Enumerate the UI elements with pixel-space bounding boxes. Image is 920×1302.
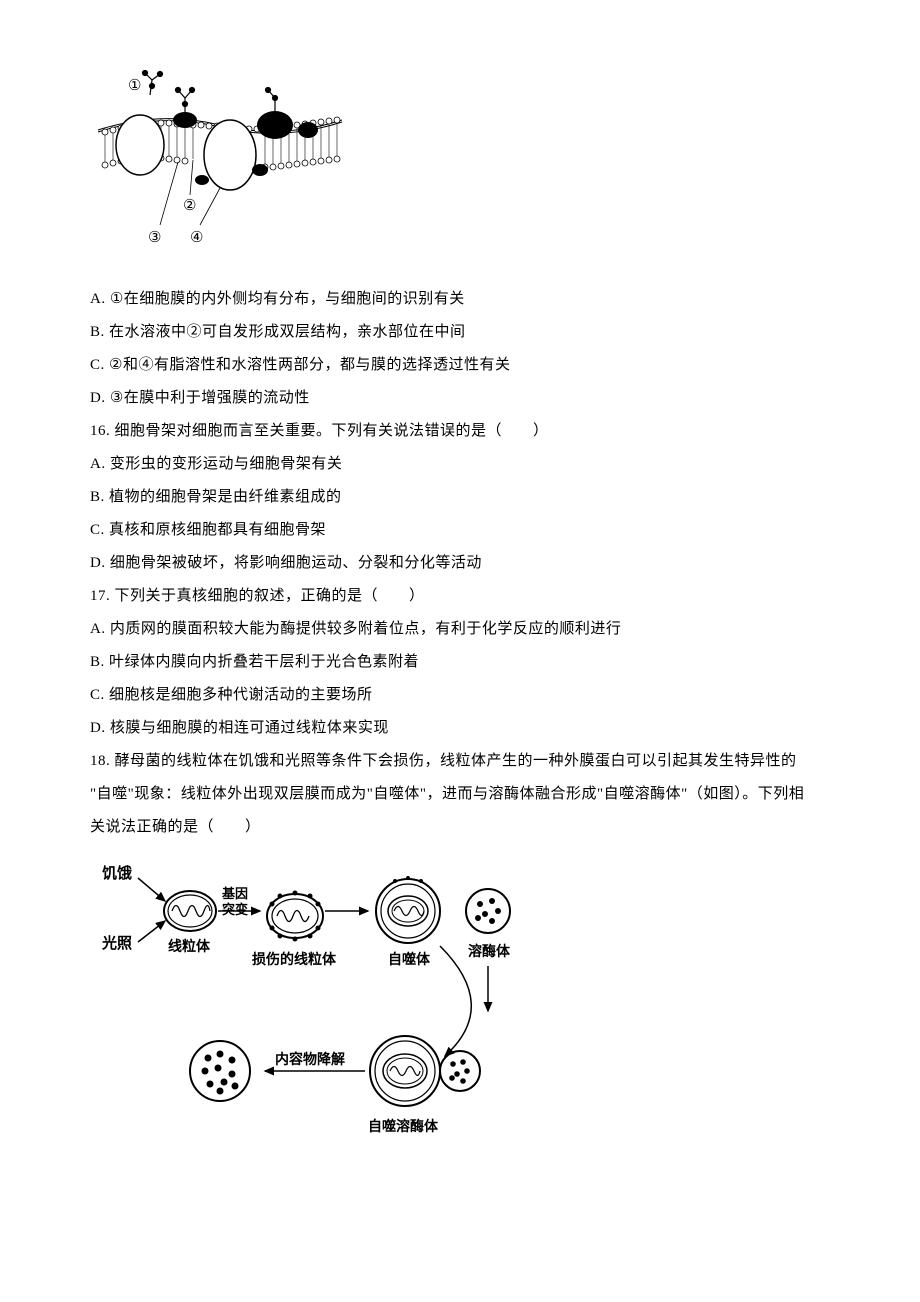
q17-option-d: D. 核膜与细胞膜的相连可通过线粒体来实现 <box>90 712 830 745</box>
fig2-lysosome: 溶酶体 <box>468 943 511 960</box>
q17-option-c: C. 细胞核是细胞多种代谢活动的主要场所 <box>90 679 830 712</box>
autophagy-figure: 饥饿 光照 线粒体 基因 突变 损伤的线粒体 自噬体 <box>100 856 530 1166</box>
fig2-light: 光照 <box>101 934 132 952</box>
q16-option-b: B. 植物的细胞骨架是由纤维素组成的 <box>90 481 830 514</box>
q17-option-a: A. 内质网的膜面积较大能为酶提供较多附着位点，有利于化学反应的顺利进行 <box>90 613 830 646</box>
q17-stem: 17. 下列关于真核细胞的叙述，正确的是（ ） <box>90 580 830 613</box>
q16-option-d: D. 细胞骨架被破坏，将影响细胞运动、分裂和分化等活动 <box>90 547 830 580</box>
q15-option-c: C. ②和④有脂溶性和水溶性两部分，都与膜的选择透过性有关 <box>90 349 830 382</box>
fig2-mut1: 基因 <box>221 886 248 901</box>
q18-stem-3: 关说法正确的是（ ） <box>90 811 830 844</box>
fig2-degrade: 内容物降解 <box>275 1051 345 1068</box>
fig2-hunger: 饥饿 <box>102 864 132 882</box>
fig1-label-2: ② <box>183 198 196 214</box>
q17-option-b: B. 叶绿体内膜向内折叠若干层利于光合色素附着 <box>90 646 830 679</box>
fig2-autophagosome: 自噬体 <box>388 951 431 968</box>
fig1-label-1: ① <box>128 78 141 94</box>
q15-option-b: B. 在水溶液中②可自发形成双层结构，亲水部位在中间 <box>90 316 830 349</box>
fig1-label-4: ④ <box>190 230 203 246</box>
q18-stem-2: "自噬"现象：线粒体外出现双层膜而成为"自噬体"，进而与溶酶体融合形成"自噬溶酶… <box>90 778 830 811</box>
q18-stem-1: 18. 酵母菌的线粒体在饥饿和光照等条件下会损伤，线粒体产生的一种外膜蛋白可以引… <box>90 745 830 778</box>
q16-option-c: C. 真核和原核细胞都具有细胞骨架 <box>90 514 830 547</box>
q16-stem: 16. 细胞骨架对细胞而言至关重要。下列有关说法错误的是（ ） <box>90 415 830 448</box>
fig2-damaged: 损伤的线粒体 <box>252 951 337 968</box>
q15-option-d: D. ③在膜中利于增强膜的流动性 <box>90 382 830 415</box>
q15-option-a: A. ①在细胞膜的内外侧均有分布，与细胞间的识别有关 <box>90 283 830 316</box>
fig1-label-3: ③ <box>148 230 161 246</box>
q16-option-a: A. 变形虫的变形运动与细胞骨架有关 <box>90 448 830 481</box>
fig2-mut2: 突变 <box>222 902 248 917</box>
fig2-autolysosome: 自噬溶酶体 <box>368 1118 439 1135</box>
membrane-figure: ① ② ③ ④ <box>90 70 350 265</box>
fig2-mito: 线粒体 <box>168 938 211 955</box>
